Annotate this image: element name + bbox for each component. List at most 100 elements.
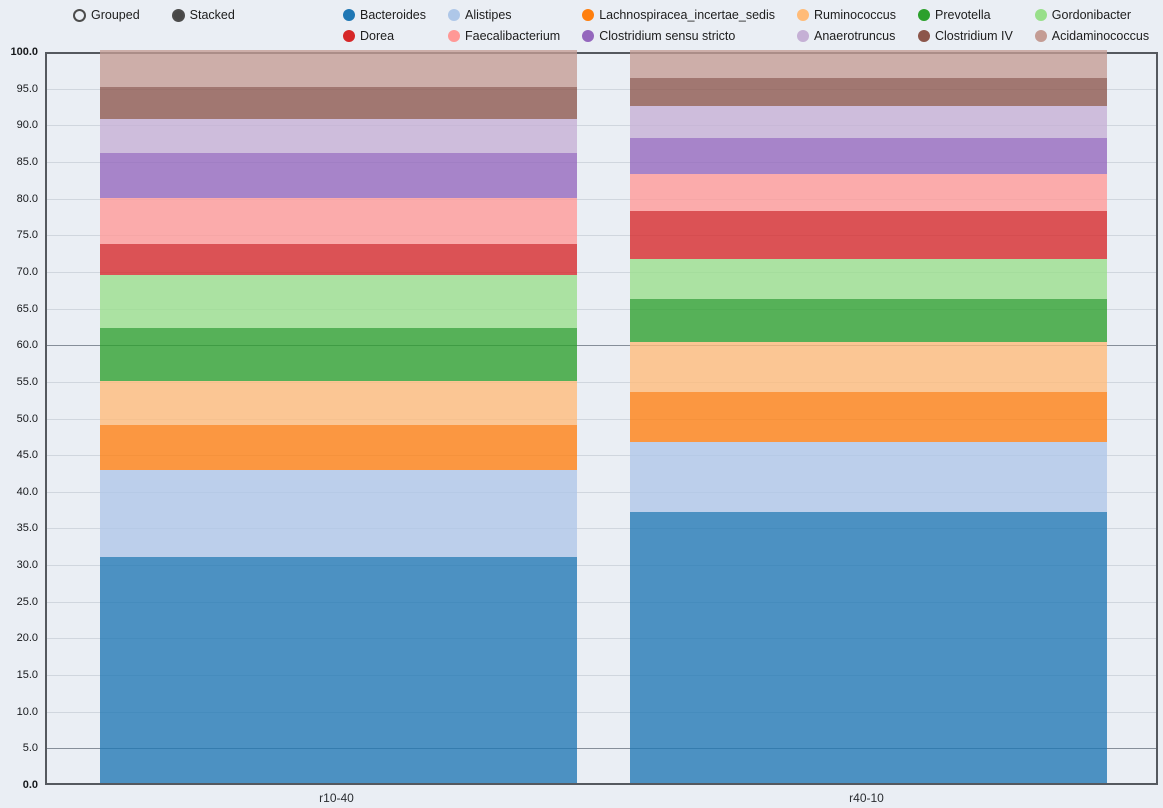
grouped-radio-label: Grouped [91,8,140,22]
legend-item[interactable]: Anaerotruncus [797,29,896,43]
legend-item[interactable]: Prevotella [918,8,1013,22]
y-tick-label: 55.0 [16,375,38,388]
bar-segment[interactable] [630,137,1107,174]
bar-segment[interactable] [100,198,577,244]
gridline [47,198,1156,200]
legend-label: Prevotella [935,8,991,22]
bar-segment[interactable] [100,327,577,382]
bar-segment[interactable] [630,391,1107,443]
gridline [47,161,1156,163]
legend-item[interactable]: Bacteroides [343,8,426,22]
legend-label: Faecalibacterium [465,29,561,43]
y-tick-label: 90.0 [16,119,38,132]
y-tick-label: 95.0 [16,82,38,95]
bar-segment[interactable] [630,442,1107,512]
grouped-radio-icon [73,8,86,22]
y-tick-label: 60.0 [16,339,38,352]
y-tick-label: 75.0 [16,229,38,242]
legend-swatch-icon [918,30,930,42]
plot-area [45,50,1158,785]
gridline [47,345,1156,347]
legend-label: Acidaminococcus [1051,29,1150,43]
gridline [47,638,1156,640]
bar-segment[interactable] [100,381,577,426]
bar-segment[interactable] [100,557,577,783]
legend-item[interactable]: Faecalibacterium [448,29,560,43]
legend-swatch-icon [582,9,595,21]
legend-item[interactable]: Ruminococcus [797,8,896,22]
bar-segment[interactable] [100,243,577,276]
gridline [47,711,1156,713]
bar-segment[interactable] [100,470,577,558]
y-axis: 0.0 5.0 10.0 15.0 20.0 25.0 30.0 35.0 40.0 45.0 50… [0,46,41,791]
legend-swatch-icon [1034,30,1047,42]
legend-label: Ruminococcus [814,8,896,22]
legend-swatch-icon [1034,9,1047,21]
bar-segment[interactable] [630,258,1107,299]
legend-swatch-icon [797,30,810,42]
bar-segment[interactable] [100,118,577,153]
y-tick-label: 15.0 [16,669,38,682]
bar-segment[interactable] [630,106,1107,138]
grouped-radio[interactable]: Grouped [73,8,140,22]
bar-segment[interactable] [630,210,1107,259]
legend-item[interactable]: Acidaminococcus [1034,29,1150,43]
bar-segment[interactable] [630,511,1107,783]
stacked-radio[interactable]: Stacked [171,8,235,22]
gridline [47,675,1156,677]
bar-segment[interactable] [100,50,577,88]
x-tick-label: r40-10 [849,791,884,805]
gridline [47,601,1156,603]
legend-label: Clostridium sensu stricto [599,29,736,43]
y-tick-label: 70.0 [16,265,38,278]
stacked-radio-label: Stacked [189,8,235,22]
bar-segment[interactable] [630,173,1107,211]
legend-item[interactable]: Clostridium sensu stricto [582,29,775,43]
x-axis-labels: r10-40 r40-10 [0,791,1163,807]
bar-segment[interactable] [630,341,1107,392]
y-tick-label: 85.0 [16,155,38,168]
legend-item[interactable]: Alistipes [448,8,560,22]
y-tick-label: 100.0 [10,46,38,58]
gridline [47,491,1156,493]
legend-item[interactable]: Clostridium IV [918,29,1013,43]
legend-swatch-icon [343,30,355,42]
y-tick-label: 45.0 [16,449,38,462]
legend-label: Anaerotruncus [814,29,896,43]
gridline [47,125,1156,127]
y-tick-label: 35.0 [16,522,38,535]
legend-item[interactable]: Gordonibacter [1034,8,1149,22]
gridline [47,455,1156,457]
gridline [47,235,1156,237]
gridline [47,748,1156,750]
gridline [47,528,1156,530]
legend-swatch-icon [448,30,461,42]
gridline [47,418,1156,420]
y-tick-label: 80.0 [16,192,38,205]
mode-controls: Grouped Stacked [73,8,235,22]
bar-segment[interactable] [630,77,1107,107]
y-tick-label: 25.0 [16,595,38,608]
bar-segment[interactable] [630,298,1107,342]
stacked-radio-icon [171,8,185,22]
bar-segment[interactable] [100,275,577,328]
legend-label: Dorea [360,29,395,43]
gridline [47,308,1156,310]
gridlines [47,54,1156,783]
legend-swatch-icon [918,9,930,21]
y-tick-label: 5.0 [22,742,38,755]
bar-segment[interactable] [100,152,577,199]
bar-segment[interactable] [100,425,577,471]
legend-item[interactable]: Lachnospiracea_incertae_sedis [582,8,775,22]
y-tick-label: 30.0 [16,559,38,572]
legend-label: Gordonibacter [1051,8,1132,22]
legend-item[interactable]: Dorea [343,29,426,43]
bar-segment[interactable] [630,50,1107,78]
bar-segment[interactable] [100,87,577,119]
gridline [47,88,1156,90]
legend-label: Clostridium IV [935,29,1013,43]
x-tick-label: r10-40 [319,791,354,805]
legend-swatch-icon [448,9,461,21]
y-tick-label: 50.0 [16,412,38,425]
legend: Bacteroides Alistipes Lachnospiracea_incer… [343,8,1149,43]
